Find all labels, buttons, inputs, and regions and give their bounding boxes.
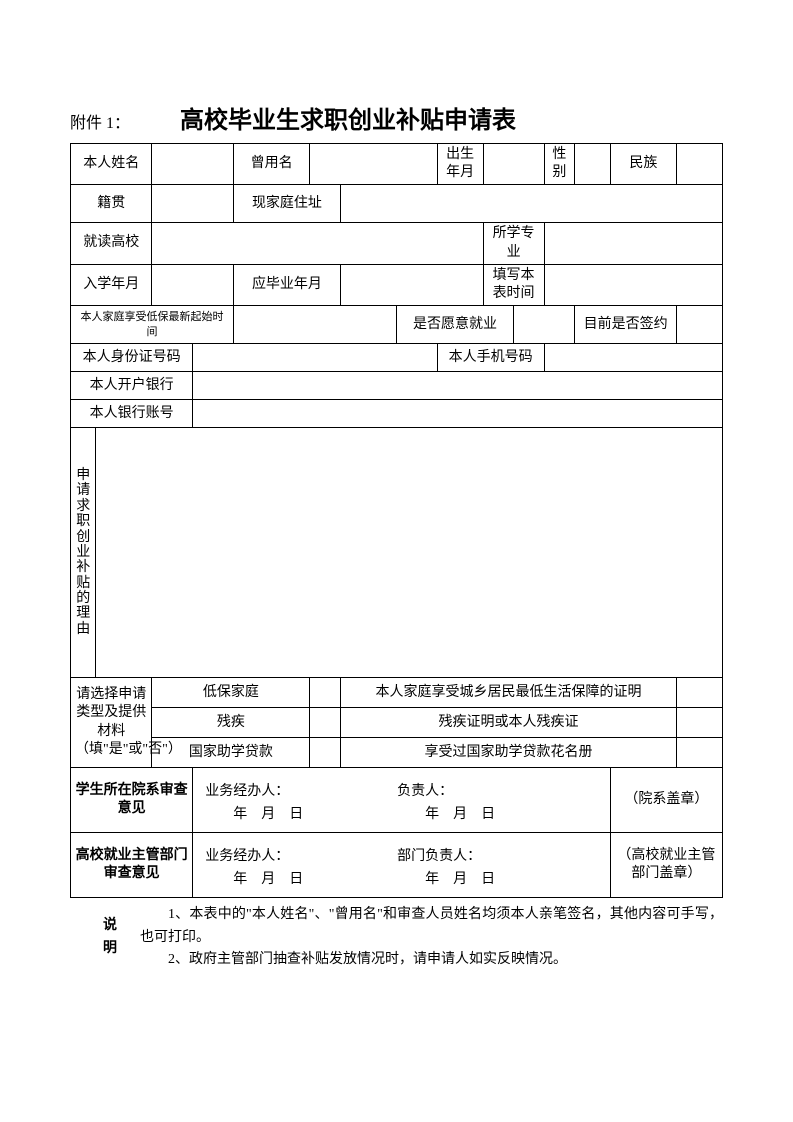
field-ethnicity bbox=[677, 144, 723, 185]
field-former-name bbox=[310, 144, 437, 185]
attachment-label: 附件 1： bbox=[70, 109, 130, 133]
field-id-number bbox=[193, 344, 437, 372]
field-account bbox=[193, 400, 723, 428]
label-type2-doc: 残疾证明或本人残疾证 bbox=[340, 708, 676, 738]
field-currently-signed bbox=[677, 306, 723, 344]
label-type1-doc: 本人家庭享受城乡居民最低生活保障的证明 bbox=[340, 678, 676, 708]
field-type3-doc bbox=[677, 738, 723, 768]
label-bank: 本人开户银行 bbox=[71, 372, 193, 400]
label-gender: 性别 bbox=[544, 144, 575, 185]
label-school: 就读高校 bbox=[71, 223, 152, 264]
label-dept-stamp: （院系盖章） bbox=[610, 768, 722, 833]
label-mobile: 本人手机号码 bbox=[437, 344, 544, 372]
field-dept-opinion: 业务经办人： 年 月 日 负责人： 年 月 日 bbox=[193, 768, 611, 833]
field-bank bbox=[193, 372, 723, 400]
label-id-number: 本人身份证号码 bbox=[71, 344, 193, 372]
field-willing-employ bbox=[514, 306, 575, 344]
field-dibao-start bbox=[233, 306, 396, 344]
field-gender bbox=[575, 144, 611, 185]
field-type2-doc bbox=[677, 708, 723, 738]
label-leader: 负责人： bbox=[397, 784, 453, 799]
label-date4: 年 月 日 bbox=[425, 872, 495, 887]
header: 附件 1： 高校毕业生求职创业补贴申请表 bbox=[70, 100, 723, 135]
label-emp-stamp: （高校就业主管部门盖章） bbox=[610, 833, 722, 898]
label-currently-signed: 目前是否签约 bbox=[575, 306, 677, 344]
label-type-select: 请选择申请类型及提供材料（填"是"或"否"） bbox=[71, 678, 152, 768]
label-dibao-start: 本人家庭享受低保最新起始时间 bbox=[71, 306, 234, 344]
application-form: 本人姓名 曾用名 出生年月 性别 民族 籍贯 现家庭住址 就读高校 所学专业 入… bbox=[70, 143, 723, 898]
field-enroll-year bbox=[152, 264, 234, 305]
label-handler2: 业务经办人： bbox=[205, 849, 289, 864]
label-birth-date: 出生年月 bbox=[437, 144, 483, 185]
notes-body: 1、本表中的"本人姓名"、"曾用名"和审查人员姓名均须本人亲笔签名，其他内容可手… bbox=[130, 904, 723, 971]
field-fill-date bbox=[544, 264, 722, 305]
field-type3 bbox=[310, 738, 341, 768]
label-address: 现家庭住址 bbox=[233, 185, 340, 223]
label-date1: 年 月 日 bbox=[233, 807, 303, 822]
notes-section: 说明 1、本表中的"本人姓名"、"曾用名"和审查人员姓名均须本人亲笔签名，其他内… bbox=[70, 904, 723, 971]
label-willing-employ: 是否愿意就业 bbox=[396, 306, 513, 344]
note-1: 1、本表中的"本人姓名"、"曾用名"和审查人员姓名均须本人亲笔签名，其他内容可手… bbox=[140, 904, 723, 949]
field-address bbox=[340, 185, 722, 223]
label-name: 本人姓名 bbox=[71, 144, 152, 185]
label-dept-opinion: 学生所在院系审查意见 bbox=[71, 768, 193, 833]
label-emp-opinion: 高校就业主管部门审查意见 bbox=[71, 833, 193, 898]
field-name bbox=[152, 144, 234, 185]
field-native-place bbox=[152, 185, 234, 223]
label-ethnicity: 民族 bbox=[610, 144, 676, 185]
field-type2 bbox=[310, 708, 341, 738]
field-type1-doc bbox=[677, 678, 723, 708]
label-major: 所学专业 bbox=[483, 223, 544, 264]
field-reason bbox=[96, 428, 723, 678]
label-type3-doc: 享受过国家助学贷款花名册 bbox=[340, 738, 676, 768]
label-account: 本人银行账号 bbox=[71, 400, 193, 428]
label-type2: 残疾 bbox=[152, 708, 310, 738]
label-handler: 业务经办人： bbox=[205, 784, 289, 799]
label-reason: 申请求职创业补贴的理由 bbox=[71, 428, 96, 678]
label-enroll-year: 入学年月 bbox=[71, 264, 152, 305]
page-title: 高校毕业生求职创业补贴申请表 bbox=[180, 100, 516, 135]
label-fill-date: 填写本表时间 bbox=[483, 264, 544, 305]
note-2: 2、政府主管部门抽查补贴发放情况时，请申请人如实反映情况。 bbox=[140, 949, 723, 971]
label-date3: 年 月 日 bbox=[233, 872, 303, 887]
field-grad-year bbox=[340, 264, 483, 305]
label-native-place: 籍贯 bbox=[71, 185, 152, 223]
field-mobile bbox=[544, 344, 722, 372]
field-emp-opinion: 业务经办人： 年 月 日 部门负责人： 年 月 日 bbox=[193, 833, 611, 898]
label-type1: 低保家庭 bbox=[152, 678, 310, 708]
field-major bbox=[544, 223, 722, 264]
label-former-name: 曾用名 bbox=[233, 144, 309, 185]
label-grad-year: 应毕业年月 bbox=[233, 264, 340, 305]
label-dept-leader: 部门负责人： bbox=[397, 849, 481, 864]
field-school bbox=[152, 223, 483, 264]
field-type1 bbox=[310, 678, 341, 708]
field-birth-date bbox=[483, 144, 544, 185]
notes-label: 说明 bbox=[90, 904, 130, 971]
label-date2: 年 月 日 bbox=[425, 807, 495, 822]
